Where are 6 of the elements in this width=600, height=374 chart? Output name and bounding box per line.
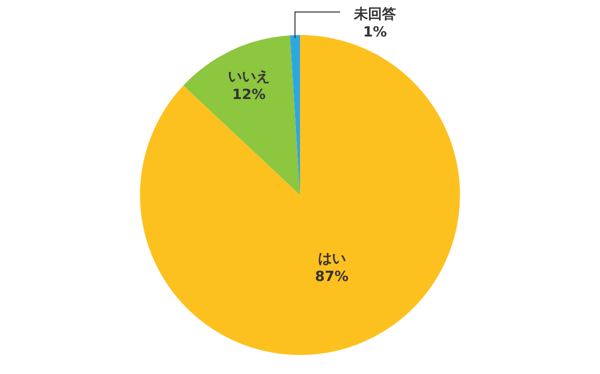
slice-label: 未回答 [352,6,396,23]
data-label: 1% [363,24,387,41]
data-label: 87% [315,269,349,286]
data-label: 12% [232,87,266,104]
slice-label: はい [318,251,346,268]
slice-label: いいえ [228,69,270,86]
